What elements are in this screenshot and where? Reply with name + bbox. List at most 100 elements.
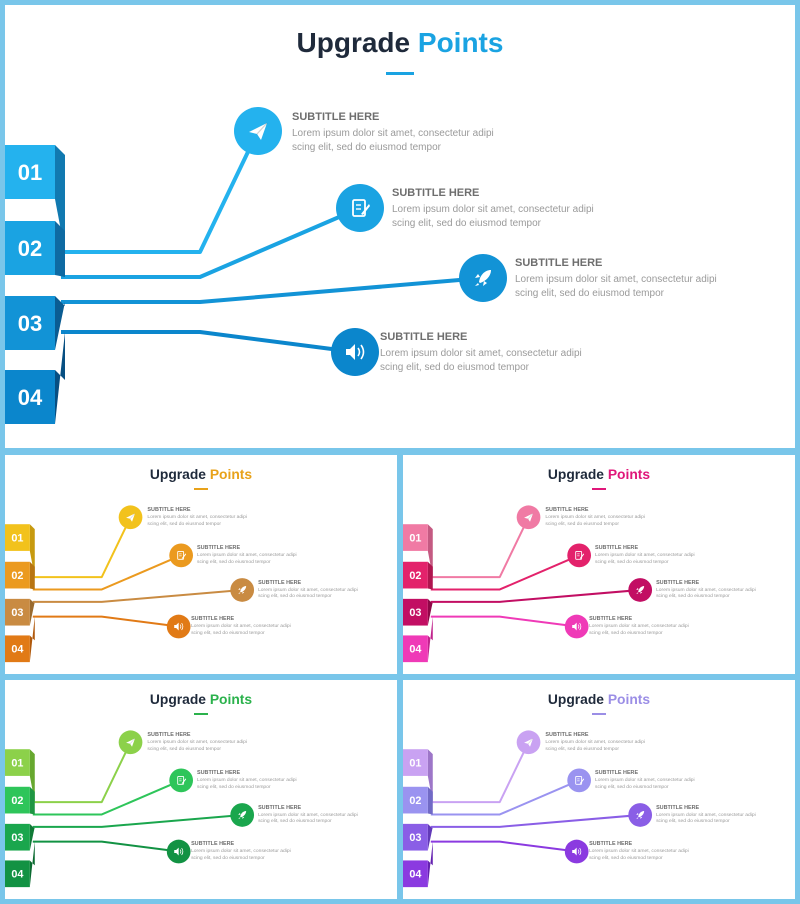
step-subtitle: SUBTITLE HERE <box>589 616 633 623</box>
paper-plane-icon <box>516 505 541 530</box>
rocket-icon <box>459 254 507 302</box>
step-text-block: SUBTITLE HERE Lorem ipsum dolor sit amet,… <box>147 507 247 529</box>
step-text-block: SUBTITLE HERE Lorem ipsum dolor sit amet,… <box>258 580 358 602</box>
steps-diagram: 01 02 03 04 <box>5 730 255 888</box>
title-accent: Points <box>209 690 253 707</box>
step-description-line: Lorem ipsum dolor sit amet, consectetur … <box>392 204 594 215</box>
slide-title: Upgrade Points <box>5 691 397 707</box>
step-description-line: scing elit, sed do eiusmod tempor <box>595 784 669 790</box>
step-description-line: Lorem ipsum dolor sit amet, consectetur … <box>197 777 297 783</box>
step-description-line: scing elit, sed do eiusmod tempor <box>147 522 221 528</box>
title-accent: Points <box>607 690 651 707</box>
step-text-block: SUBTITLE HERE Lorem ipsum dolor sit amet,… <box>191 841 291 863</box>
speaker-icon <box>166 614 191 639</box>
step-subtitle: SUBTITLE HERE <box>545 732 589 739</box>
step-description-line: Lorem ipsum dolor sit amet, consectetur … <box>191 624 291 630</box>
step-text-block: SUBTITLE HERE Lorem ipsum dolor sit amet,… <box>545 507 645 529</box>
step-number: 04 <box>409 644 421 656</box>
step-description-line: scing elit, sed do eiusmod tempor <box>191 631 265 637</box>
speaker-icon <box>564 614 589 639</box>
connector-line <box>32 813 243 828</box>
slide-title: Upgrade Points <box>5 466 397 482</box>
step-subtitle: SUBTITLE HERE <box>197 544 241 551</box>
step-subtitle: SUBTITLE HERE <box>589 841 633 848</box>
step-subtitle: SUBTITLE HERE <box>258 804 302 811</box>
connector-line <box>32 615 179 628</box>
step-description-line: scing elit, sed do eiusmod tempor <box>197 559 271 565</box>
step-description-line: scing elit, sed do eiusmod tempor <box>656 594 730 600</box>
step-text-block: SUBTITLE HERE Lorem ipsum dolor sit amet,… <box>589 616 689 638</box>
step-number: 03 <box>11 832 23 844</box>
step-subtitle: SUBTITLE HERE <box>656 579 700 586</box>
notepad-edit-icon <box>567 543 592 568</box>
steps-diagram: 01 02 03 04 <box>403 505 653 663</box>
step-description-line: scing elit, sed do eiusmod tempor <box>147 747 221 753</box>
pink-slide-panel: Upgrade Points 01 02 03 04 SUBTITLE HERE Lorem… <box>403 455 795 674</box>
step-number: 02 <box>409 570 421 582</box>
title-lead: Upgrade <box>296 27 418 58</box>
slide-title: Upgrade Points <box>403 466 795 482</box>
step-description-line: scing elit, sed do eiusmod tempor <box>380 362 529 373</box>
step-description-line: scing elit, sed do eiusmod tempor <box>258 819 332 825</box>
notepad-edit-icon <box>336 184 384 232</box>
paper-plane-icon <box>234 107 282 155</box>
step-description-line: scing elit, sed do eiusmod tempor <box>656 819 730 825</box>
title-underline <box>194 713 208 716</box>
step-text-block: SUBTITLE HERE Lorem ipsum dolor sit amet,… <box>589 841 689 863</box>
connector-line <box>32 741 132 804</box>
title-lead: Upgrade <box>547 465 608 482</box>
step-description-line: scing elit, sed do eiusmod tempor <box>258 594 332 600</box>
notepad-edit-icon <box>169 543 194 568</box>
step-number: 03 <box>409 832 421 844</box>
step-subtitle: SUBTITLE HERE <box>292 111 380 123</box>
step-text-block: SUBTITLE HERE Lorem ipsum dolor sit amet,… <box>258 805 358 827</box>
connector-line <box>430 588 641 603</box>
step-tab-01: 01 <box>403 524 433 578</box>
step-number: 01 <box>18 160 42 185</box>
slide-title: Upgrade Points <box>5 27 795 59</box>
step-description-line: Lorem ipsum dolor sit amet, consectetur … <box>191 849 291 855</box>
step-description-line: Lorem ipsum dolor sit amet, consectetur … <box>656 587 756 593</box>
step-description-line: Lorem ipsum dolor sit amet, consectetur … <box>147 740 248 746</box>
step-subtitle: SUBTITLE HERE <box>595 544 639 551</box>
step-text-block: SUBTITLE HERE Lorem ipsum dolor sit amet,… <box>197 545 297 567</box>
title-lead: Upgrade <box>547 690 608 707</box>
connector-line <box>32 516 132 579</box>
step-subtitle: SUBTITLE HERE <box>656 804 700 811</box>
step-text-block: SUBTITLE HERE Lorem ipsum dolor sit amet,… <box>380 331 582 375</box>
speaker-icon <box>331 328 379 376</box>
step-tab-03: 03 <box>403 598 433 626</box>
step-description-line: Lorem ipsum dolor sit amet, consectetur … <box>258 812 358 818</box>
step-subtitle: SUBTITLE HERE <box>380 331 468 343</box>
step-subtitle: SUBTITLE HERE <box>147 732 191 739</box>
step-description-line: Lorem ipsum dolor sit amet, consectetur … <box>380 348 582 359</box>
step-description-line: Lorem ipsum dolor sit amet, consectetur … <box>595 777 695 783</box>
steps-diagram: 01 02 03 04 <box>5 107 507 424</box>
step-tab-03: 03 <box>5 296 65 350</box>
step-number: 01 <box>409 758 421 770</box>
step-description-line: scing elit, sed do eiusmod tempor <box>595 559 669 565</box>
step-text-block: SUBTITLE HERE Lorem ipsum dolor sit amet,… <box>292 111 494 155</box>
connector-line <box>61 130 260 254</box>
connector-line <box>430 779 580 816</box>
step-tab-01: 01 <box>5 145 65 252</box>
step-description-line: Lorem ipsum dolor sit amet, consectetur … <box>258 587 358 593</box>
step-number: 01 <box>11 533 23 545</box>
step-tab-01: 01 <box>403 749 433 803</box>
steps-diagram: 01 02 03 04 <box>5 505 255 663</box>
purple-slide-panel: Upgrade Points 01 02 03 04 SUBTITLE HERE Lorem… <box>403 680 795 899</box>
step-tab-04: 04 <box>403 616 433 663</box>
step-tab-01: 01 <box>5 749 35 803</box>
notepad-edit-icon <box>169 768 194 793</box>
step-tab-01: 01 <box>5 524 35 578</box>
connector-line <box>430 554 580 591</box>
step-number: 02 <box>18 236 42 261</box>
step-number: 03 <box>18 311 42 336</box>
steps-diagram: 01 02 03 04 <box>403 730 653 888</box>
step-tab-02: 02 <box>403 561 433 590</box>
title-accent: Points <box>607 465 651 482</box>
step-text-block: SUBTITLE HERE Lorem ipsum dolor sit amet,… <box>191 616 291 638</box>
paper-plane-icon <box>118 505 143 530</box>
step-subtitle: SUBTITLE HERE <box>595 769 639 776</box>
title-underline <box>194 488 208 491</box>
